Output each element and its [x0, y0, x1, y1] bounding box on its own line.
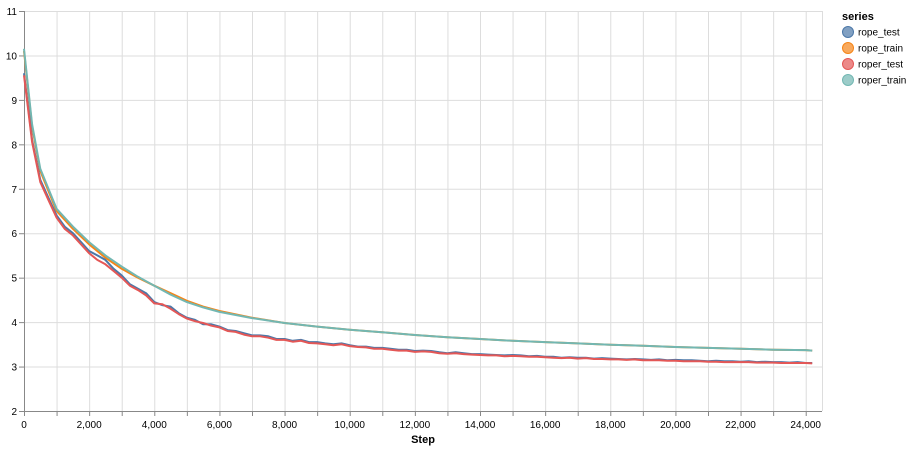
series-line-rope-test	[23, 73, 813, 364]
series-line-rope-train	[23, 50, 813, 352]
y-tick-label: 8	[11, 140, 17, 151]
y-tick-label: 11	[7, 7, 18, 18]
legend-label: roper_test	[858, 60, 903, 71]
x-tick-label: 24,000	[790, 420, 821, 431]
y-tick-label: 10	[6, 51, 18, 62]
y-tick-label: 7	[11, 185, 17, 196]
x-tick-label: 0	[21, 420, 27, 431]
x-tick-label: 8,000	[272, 420, 297, 431]
x-tick-label: 16,000	[530, 420, 561, 431]
legend-swatch	[842, 42, 854, 54]
y-tick-label: 2	[11, 407, 17, 418]
legend-swatch	[842, 26, 854, 38]
x-axis-title: Step	[411, 434, 435, 446]
x-tick-label: 12,000	[400, 420, 431, 431]
legend: series rope_test rope_train roper_testroper…	[842, 11, 906, 87]
y-tick-label: 4	[11, 318, 17, 329]
legend-label: rope_test	[858, 28, 900, 39]
series-line-roper-test	[23, 75, 813, 365]
x-tick-label: 20,000	[660, 420, 691, 431]
legend-label: roper_train	[858, 76, 906, 87]
x-tick-label: 14,000	[465, 420, 496, 431]
y-tick-label: 6	[11, 229, 17, 240]
x-tick-label: 22,000	[725, 420, 756, 431]
x-tick-label: 4,000	[142, 420, 167, 431]
x-tick-label: 2,000	[77, 420, 102, 431]
x-tick-label: 18,000	[595, 420, 626, 431]
y-tick-label: 3	[11, 363, 17, 374]
legend-label: rope_train	[858, 44, 903, 55]
x-tick-label: 10,000	[334, 420, 365, 431]
legend-title: series	[842, 11, 874, 23]
grid	[24, 11, 823, 412]
series-lines	[23, 48, 813, 365]
y-tick-label: 5	[11, 274, 17, 285]
x-tick-label: 6,000	[207, 420, 232, 431]
legend-swatch	[842, 58, 854, 70]
legend-swatch	[842, 74, 854, 86]
series-line-roper-train	[23, 48, 813, 352]
axes: 0 2,000 4,000 6,000 8,000 10,000 12,000 14,000 1…	[6, 7, 822, 446]
y-tick-label: 9	[11, 96, 17, 107]
